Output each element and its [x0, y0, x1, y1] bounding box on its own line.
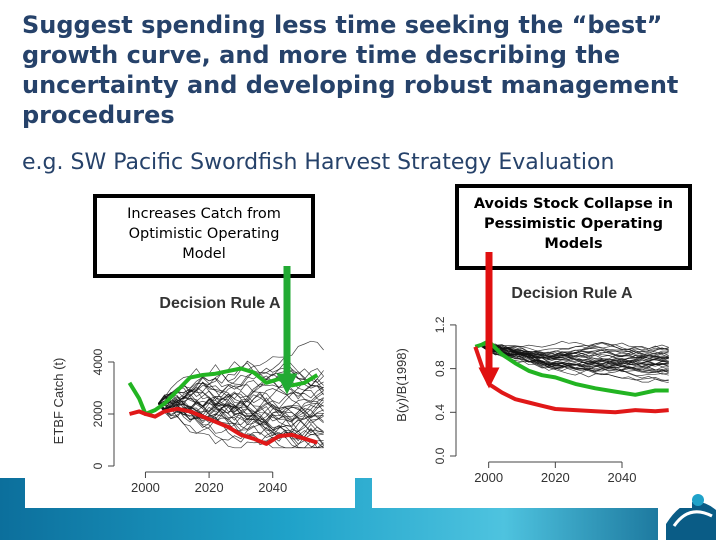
trajectory-line — [157, 392, 324, 423]
callout-line: Optimistic Operating — [128, 226, 280, 242]
y-tick-label: 1.2 — [433, 316, 447, 333]
callout-line: Increases Catch from — [127, 206, 281, 222]
trajectory-line — [481, 346, 669, 373]
callout-pessimistic: Avoids Stock Collapse in Pessimistic Ope… — [455, 184, 692, 270]
slide-subtitle: e.g. SW Pacific Swordfish Harvest Strate… — [22, 150, 615, 175]
trajectory-line — [157, 403, 324, 449]
trajectory-line — [157, 389, 324, 422]
x-tick-label: 2000 — [131, 480, 160, 495]
callout-line: Model — [182, 246, 226, 262]
y-axis-label: ETBF Catch (t) — [51, 358, 66, 445]
trajectory-line — [481, 345, 669, 373]
y-tick-label: 2000 — [91, 400, 105, 427]
trajectory-line — [158, 400, 324, 447]
chart-panel-biomass: Decision Rule A 0.0 0.4 0.8 1.2 2000 2020 2040 B… — [372, 274, 692, 508]
trajectory-line — [481, 346, 669, 366]
trajectory-line — [481, 346, 669, 368]
trajectory-line — [157, 401, 324, 437]
x-tick-label: 2040 — [258, 480, 287, 495]
trajectory-line — [481, 346, 669, 376]
y-tick-label: 0.8 — [433, 360, 447, 377]
chart-catch: Decision Rule A 0 2000 4000 2000 2020 2040 ETBF… — [51, 295, 324, 495]
y-axis-label: B(y)/B(1998) — [394, 348, 409, 422]
trajectory-line — [157, 403, 324, 443]
trajectory-line — [158, 340, 324, 408]
chart-panel-catch: Decision Rule A 0 2000 4000 2000 2020 2040 ETBF… — [25, 276, 355, 508]
background-trajectories — [481, 340, 669, 384]
callout-line: Models — [544, 236, 603, 252]
x-tick-label: 2020 — [541, 470, 570, 485]
trajectory-line — [158, 403, 324, 433]
x-tick-label: 2000 — [474, 470, 503, 485]
chart-title: Decision Rule A — [511, 285, 633, 302]
trajectory-line — [157, 370, 324, 415]
slide-title: Suggest spending less time seeking the “… — [22, 11, 679, 129]
x-tick-label: 2020 — [195, 480, 224, 495]
series-line-red — [128, 406, 318, 446]
x-tick-label: 2040 — [608, 470, 637, 485]
trajectory-line — [157, 401, 324, 422]
trajectory-line — [481, 345, 669, 359]
trajectory-line — [481, 346, 669, 362]
callout-optimistic: Increases Catch from Optimistic Operatin… — [93, 194, 315, 278]
trajectory-line — [157, 396, 324, 449]
y-tick-label: 0.0 — [433, 447, 447, 464]
trajectory-line — [481, 346, 669, 368]
callout-line: Avoids Stock Collapse in — [473, 196, 674, 212]
y-tick-label: 0 — [91, 462, 105, 469]
chart-biomass: Decision Rule A 0.0 0.4 0.8 1.2 2000 2020 2040 B… — [394, 285, 669, 485]
trajectory-line — [158, 377, 324, 419]
chart-title: Decision Rule A — [159, 295, 281, 312]
y-tick-label: 4000 — [91, 348, 105, 375]
trajectory-line — [157, 397, 324, 421]
trajectory-line — [481, 346, 669, 368]
trajectory-line — [157, 397, 324, 439]
callout-line: Pessimistic Operating — [483, 216, 664, 232]
y-tick-label: 0.4 — [433, 404, 447, 421]
